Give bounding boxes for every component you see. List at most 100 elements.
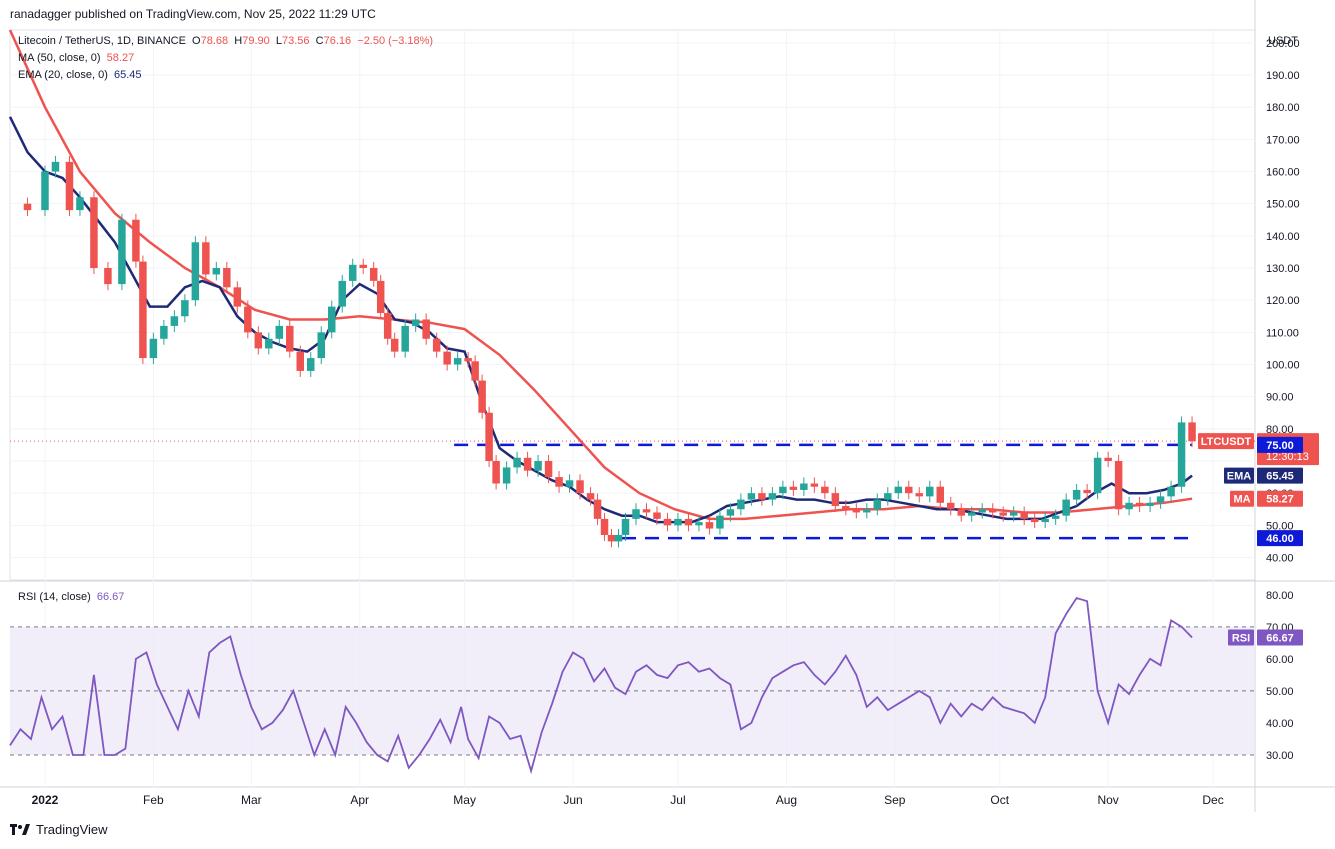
- legend-rsi-row[interactable]: RSI (14, close) 66.67: [18, 591, 124, 603]
- rsi-tick-label: 50.00: [1266, 686, 1294, 698]
- price-tick-label: 200.00: [1266, 38, 1300, 50]
- publisher-line: ranadagger published on TradingView.com,…: [10, 7, 376, 21]
- price-tick-label: 140.00: [1266, 231, 1300, 243]
- legend-ema-value: 65.45: [114, 69, 142, 81]
- tag-symbol-bg: [1198, 433, 1254, 450]
- candle-body: [307, 358, 315, 371]
- candle-body: [663, 518, 672, 526]
- rsi-tick-label: 30.00: [1266, 750, 1294, 762]
- candle-body: [534, 460, 542, 471]
- time-tick-label: Feb: [143, 793, 164, 807]
- candle-body: [348, 264, 357, 281]
- candle-body: [1156, 496, 1165, 503]
- legend-ma-row[interactable]: MA (50, close, 0) 58.27: [18, 52, 134, 64]
- candle-body: [1125, 502, 1133, 510]
- candle-body: [443, 351, 451, 365]
- candle-body: [884, 493, 892, 500]
- legend-c-value: 76.16: [323, 35, 352, 47]
- candle-body: [737, 499, 745, 510]
- tag-level-46-bg: [1257, 530, 1303, 547]
- candle-body: [544, 460, 553, 478]
- candle-body: [946, 502, 955, 510]
- candle-body: [233, 287, 242, 307]
- price-tick-label: 150.00: [1266, 199, 1300, 211]
- tag-rsi-label-bg: [1228, 629, 1254, 646]
- price-tick-label: 40.00: [1266, 552, 1294, 564]
- candle-body: [842, 506, 850, 510]
- footer-brand[interactable]: TradingView: [10, 822, 108, 837]
- candle-body: [926, 486, 934, 497]
- candle-body: [254, 332, 263, 349]
- legend-ma-value: 58.27: [106, 52, 135, 64]
- grid: [0, 0, 1335, 812]
- time-tick-label: Nov: [1097, 793, 1118, 807]
- candle-body: [1062, 499, 1070, 516]
- candle-body: [275, 325, 284, 339]
- tag-ema: 65.45: [1266, 471, 1294, 483]
- candle-body: [41, 171, 49, 211]
- candle-body: [369, 268, 378, 281]
- time-tick-label: Oct: [990, 793, 1009, 807]
- candle-body: [905, 486, 913, 494]
- candle-body: [1041, 518, 1049, 523]
- price-line: [23, 155, 1196, 548]
- tag-ema-label: EMA: [1227, 471, 1252, 483]
- candle-body: [513, 457, 521, 468]
- candle-body: [705, 522, 714, 529]
- candle-body: [1104, 457, 1112, 461]
- legend-rsi-value: 66.67: [96, 591, 125, 603]
- candle-body: [104, 268, 112, 285]
- tag-ema-bg: [1257, 467, 1303, 484]
- tag-level-46: 46.00: [1266, 533, 1294, 545]
- candle-body: [1135, 502, 1144, 507]
- tradingview-logo-icon: [10, 823, 30, 836]
- ema20-series: [8, 116, 1193, 524]
- candle-body: [478, 380, 486, 413]
- candle-body: [642, 509, 651, 513]
- candle-body: [915, 493, 924, 497]
- candle-body: [1030, 518, 1039, 523]
- candle-body: [1093, 457, 1102, 494]
- candle-body: [51, 161, 60, 172]
- price-tick-label: 110.00: [1266, 327, 1299, 339]
- candle-body: [327, 306, 336, 333]
- legend-o-label: O: [192, 35, 201, 47]
- candle-body: [873, 499, 882, 510]
- candle-body: [1177, 422, 1186, 487]
- candle-body: [1083, 489, 1091, 494]
- candle-body: [432, 338, 441, 352]
- tag-ma-label: MA: [1233, 494, 1250, 506]
- candle-body: [863, 509, 871, 513]
- candle-body: [1009, 512, 1018, 516]
- time-tick-label: May: [453, 793, 476, 807]
- candle-body: [789, 486, 798, 490]
- candle-body: [181, 300, 189, 317]
- rsi-series: [9, 596, 1193, 775]
- horizontal-levels: [10, 440, 1255, 540]
- candle-body: [1167, 486, 1175, 497]
- candle-body: [607, 534, 616, 542]
- candle-body: [90, 197, 98, 269]
- ma50-series: [8, 29, 1193, 521]
- candle-body: [191, 242, 200, 301]
- price-pane-frame: [9, 29, 1256, 581]
- rsi-band: [10, 626, 1255, 755]
- candle-body: [936, 486, 944, 503]
- candle-body: [170, 316, 179, 326]
- candle-body: [223, 268, 231, 288]
- candle-body: [674, 518, 682, 526]
- candle-body: [852, 509, 861, 513]
- price-tags: LTCUSDT76.1612:30:1375.0046.00EMA65.45MA…: [1198, 433, 1319, 646]
- time-tick-label: Jun: [563, 793, 582, 807]
- candle-body: [1146, 502, 1154, 507]
- legend-change: −2.50 (−3.18%): [357, 35, 434, 47]
- tag-level-75-bg: [1257, 436, 1303, 453]
- currency-label: USDT: [1268, 35, 1298, 47]
- candle-body: [576, 480, 584, 494]
- candle-body: [265, 338, 273, 349]
- legend-ema-row[interactable]: EMA (20, close, 0) 65.45: [18, 69, 142, 81]
- candle-body: [800, 483, 808, 490]
- candle-body: [401, 325, 409, 352]
- candle-body: [565, 480, 574, 487]
